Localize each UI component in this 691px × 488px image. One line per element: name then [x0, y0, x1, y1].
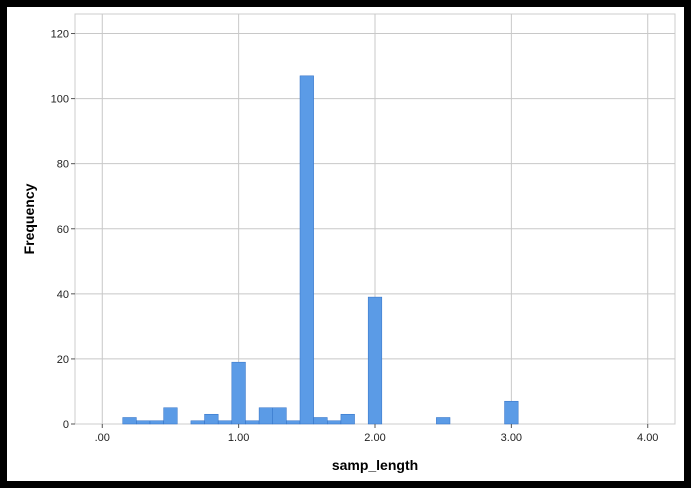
grid-lines	[75, 14, 675, 424]
histogram-bar	[340, 413, 355, 425]
histogram-bar	[504, 400, 519, 425]
histogram-bar	[313, 417, 328, 425]
y-axis-title: Frequency	[21, 183, 37, 254]
y-tick-label: 120	[51, 29, 69, 41]
x-tick-label: .00	[95, 432, 110, 444]
x-tick-label: 4.00	[637, 432, 658, 444]
histogram-bar	[367, 296, 383, 425]
histogram-bar	[272, 407, 287, 425]
x-tick-label: 2.00	[364, 432, 385, 444]
y-tick-label: 60	[57, 224, 69, 236]
x-tick-label: 1.00	[228, 432, 249, 444]
histogram-bar	[217, 420, 233, 425]
histogram-bar	[231, 361, 246, 425]
histogram-bar	[190, 420, 205, 425]
y-axis-ticks: 0 20 40 60 80 100 120	[51, 29, 75, 431]
histogram-bar	[245, 420, 260, 425]
y-tick-label: 100	[51, 94, 69, 106]
x-tick-label: 3.00	[501, 432, 522, 444]
histogram-bar	[286, 420, 301, 425]
y-tick-label: 0	[63, 419, 69, 431]
histogram-bar	[163, 407, 178, 425]
histogram-bar	[299, 75, 314, 425]
histogram-bar	[436, 417, 451, 425]
y-tick-label: 40	[57, 289, 69, 301]
histogram-bar	[122, 417, 137, 425]
histogram-bar	[149, 420, 164, 425]
histogram-bar	[204, 413, 219, 425]
x-axis-ticks: .00 1.00 2.00 3.00 4.00	[95, 424, 658, 444]
x-axis-title: samp_length	[332, 457, 418, 473]
histogram-bar	[327, 420, 342, 425]
histogram-bar	[136, 420, 151, 425]
y-tick-label: 20	[57, 354, 69, 366]
y-tick-label: 80	[57, 159, 69, 171]
bars	[122, 75, 519, 425]
histogram-bar	[258, 407, 273, 425]
